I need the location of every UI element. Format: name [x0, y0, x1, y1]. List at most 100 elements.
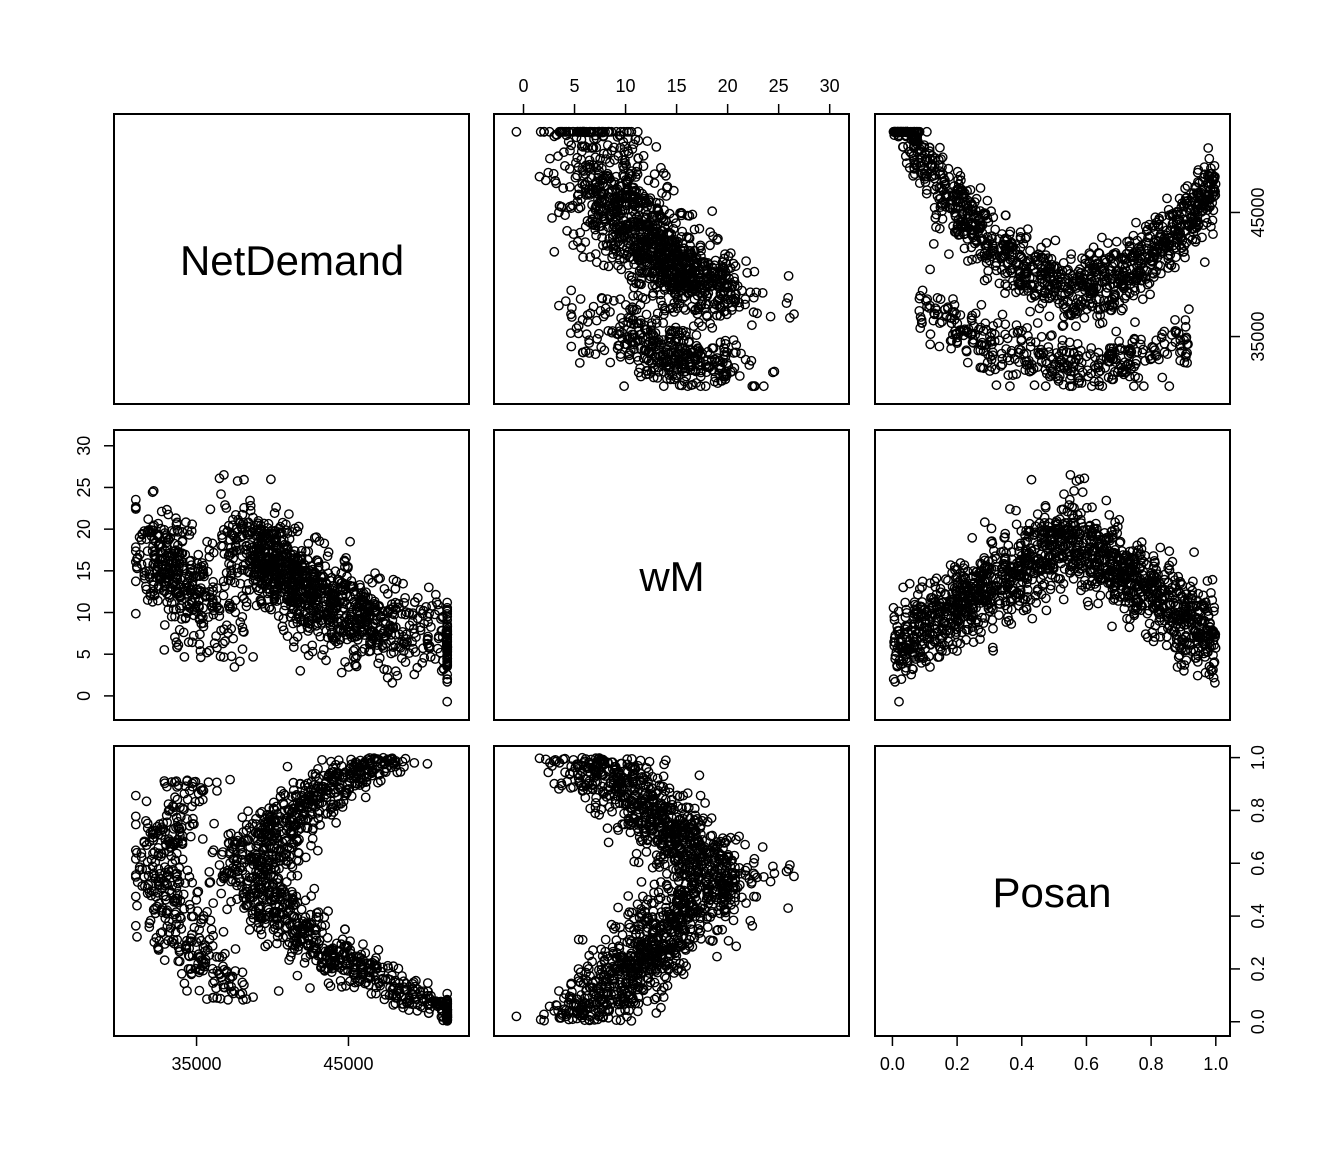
data-point [180, 653, 188, 661]
data-point [1160, 348, 1168, 356]
tick-label: 5 [74, 649, 94, 659]
data-point [980, 276, 988, 284]
data-point [759, 289, 767, 297]
data-point [227, 652, 235, 660]
data-point [766, 312, 774, 320]
data-point [748, 321, 756, 329]
data-point [600, 261, 608, 269]
data-point [991, 225, 999, 233]
data-point [1087, 344, 1095, 352]
data-point [160, 646, 168, 654]
data-point [1204, 144, 1212, 152]
data-point [992, 381, 1000, 389]
data-point [660, 382, 668, 390]
data-point [976, 184, 984, 192]
diag-label-netdemand: NetDemand [180, 237, 404, 284]
data-point [926, 340, 934, 348]
data-point [964, 358, 972, 366]
data-point [989, 625, 997, 633]
tick-label: 0.2 [1248, 956, 1268, 981]
tick-label: 10 [74, 603, 94, 623]
tick-label: 20 [718, 76, 738, 96]
data-point [983, 196, 991, 204]
tick-label: 0.4 [1009, 1054, 1034, 1074]
diag-label-posan: Posan [992, 869, 1111, 916]
tick-label: 0 [74, 691, 94, 701]
tick-label: 20 [74, 519, 94, 539]
data-point [314, 628, 322, 636]
data-point [692, 331, 700, 339]
data-point [567, 342, 575, 350]
data-point [589, 302, 597, 310]
data-point [1072, 322, 1080, 330]
tick-label: 0.6 [1248, 851, 1268, 876]
data-point [1045, 312, 1053, 320]
data-point [576, 295, 584, 303]
data-point [229, 634, 237, 642]
data-point [535, 173, 543, 181]
panel-points-wM-vs-NetDemand [132, 471, 452, 706]
data-point [1140, 382, 1148, 390]
data-point [639, 162, 647, 170]
data-point [639, 152, 647, 160]
data-point [546, 154, 554, 162]
data-point [1080, 314, 1088, 322]
data-point [1131, 318, 1139, 326]
data-point [567, 286, 575, 294]
data-point [374, 659, 382, 667]
tick-label: 30 [820, 76, 840, 96]
data-point [784, 272, 792, 280]
data-point [296, 667, 304, 675]
data-point [1042, 239, 1050, 247]
data-point [144, 515, 152, 523]
data-point [196, 630, 204, 638]
data-point [1165, 382, 1173, 390]
data-point [238, 592, 246, 600]
data-point [346, 538, 354, 546]
data-point [1051, 236, 1059, 244]
data-point [221, 637, 229, 645]
data-point [576, 359, 584, 367]
data-point [249, 653, 257, 661]
data-point [246, 496, 254, 504]
data-point [206, 505, 214, 513]
data-point [1038, 333, 1046, 341]
data-point [1006, 382, 1014, 390]
data-point [935, 342, 943, 350]
data-point [219, 639, 227, 647]
data-point [926, 265, 934, 273]
data-point [1132, 218, 1140, 226]
data-point [729, 336, 737, 344]
diag-label-wm: wM [638, 553, 704, 600]
data-point [629, 292, 637, 300]
data-point [930, 240, 938, 248]
data-point [236, 618, 244, 626]
data-point [1171, 316, 1179, 324]
data-point [643, 137, 651, 145]
data-point [434, 600, 442, 608]
data-point [1002, 211, 1010, 219]
data-point [1163, 641, 1171, 649]
data-point [998, 310, 1006, 318]
data-point [1067, 250, 1075, 258]
data-point [1026, 247, 1034, 255]
data-point [1183, 182, 1191, 190]
data-point [936, 144, 944, 152]
data-point [285, 510, 293, 518]
data-point [782, 299, 790, 307]
tick-label: 0.8 [1139, 1054, 1164, 1074]
data-point [620, 382, 628, 390]
tick-label: 0.6 [1074, 1054, 1099, 1074]
data-point [272, 503, 280, 511]
data-point [662, 172, 670, 180]
tick-label: 0.0 [1248, 1009, 1268, 1034]
data-point [634, 154, 642, 162]
data-point [270, 509, 278, 517]
data-point [1113, 238, 1121, 246]
data-point [1156, 543, 1164, 551]
tick-label: 0.4 [1248, 904, 1268, 929]
data-point [742, 257, 750, 265]
data-point [1158, 373, 1166, 381]
